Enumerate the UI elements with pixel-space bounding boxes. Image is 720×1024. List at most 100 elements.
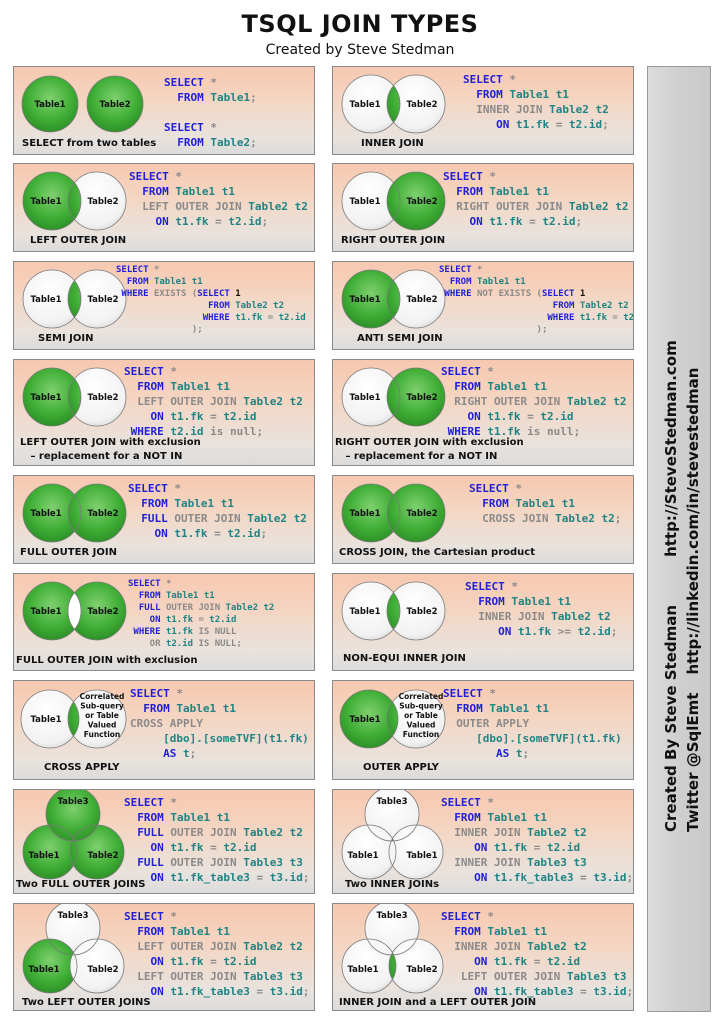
page-subtitle: Created by Steve Stedman — [265, 42, 455, 58]
code-line: LEFT OUTER JOIN Table2 t2 — [124, 394, 303, 409]
venn-label-table1: Table1 — [349, 197, 380, 207]
code-token: ); — [439, 325, 548, 335]
code-token: t2.id — [540, 410, 574, 423]
panel-caption: CROSS JOIN, the Cartesian product — [339, 547, 535, 558]
venn-table1-circle — [342, 825, 396, 879]
code-token: ; — [575, 215, 583, 228]
venn-diagram: Table1 Table2 — [341, 74, 446, 134]
code-token: t2.id — [228, 215, 262, 228]
sql-code: SELECT * FROM Table1 t1 RIGHT OUTER JOIN… — [441, 364, 626, 439]
panel-caption: FULL OUTER JOIN — [20, 547, 117, 558]
code-line: WHERE t1.fk = t2.id — [116, 312, 306, 324]
code-token: FROM — [116, 277, 154, 287]
code-token: ; — [302, 985, 310, 998]
code-line: FROM Table1 t1 — [439, 276, 633, 288]
code-line: RIGHT OUTER JOIN Table2 t2 — [443, 199, 628, 214]
panel-caption: LEFT OUTER JOIN with exclusion – replace… — [20, 437, 201, 462]
code-line: OR t2.id IS NULL; — [128, 638, 274, 650]
code-line: SELECT * — [441, 795, 633, 810]
sql-code: SELECT * FROM Table1 t1 WHERE NOT EXISTS… — [439, 264, 633, 336]
code-token: * — [509, 73, 516, 86]
code-token: SELECT — [441, 365, 488, 378]
code-token: WHERE — [128, 627, 166, 637]
venn-label-table1: Table1 — [347, 851, 378, 861]
code-token: = — [193, 615, 210, 625]
code-token: IS NULL — [193, 627, 237, 637]
venn-label-table1: Table1 — [349, 509, 380, 519]
venn-label-table1: Table1 — [30, 197, 61, 207]
code-token: t2.id — [577, 625, 611, 638]
code-token: ; — [610, 625, 618, 638]
code-token: t3.id — [593, 871, 627, 884]
code-token: INNER JOIN — [441, 940, 528, 953]
venn-table1-circle — [342, 368, 400, 426]
venn-table1-circle — [23, 582, 81, 640]
code-line — [164, 105, 257, 120]
code-token: FULL — [124, 856, 171, 869]
venn-label-tvf: Valued — [88, 721, 117, 730]
code-token: * — [511, 580, 518, 593]
code-token: is null; — [520, 425, 581, 438]
venn-table2-circle — [387, 368, 445, 426]
code-line: SELECT * — [164, 75, 257, 90]
panel-caption: INNER JOIN and a LEFT OUTER JOIN — [339, 997, 537, 1008]
venn-table1-circle — [23, 939, 77, 993]
venn-table1-circle — [340, 690, 398, 748]
code-token: = — [573, 985, 594, 998]
code-token: t1.fk — [235, 313, 263, 323]
code-line: SELECT * — [465, 579, 617, 594]
code-token: t1.fk — [165, 615, 194, 625]
code-token: SELECT — [164, 121, 211, 134]
code-token: FROM — [469, 497, 516, 510]
venn-table1-circle — [342, 75, 400, 133]
venn-label-table2: Table2 — [406, 509, 437, 519]
code-token: * — [153, 265, 160, 275]
code-line: ON t1.fk = t2.id; — [129, 214, 308, 229]
code-line: [dbo].[someTVF](t1.fk) — [443, 731, 622, 746]
code-token: FROM — [439, 301, 580, 311]
panel-inner-join: Table1 Table2 SELECT * FROM Table1 t1 INNE… — [332, 66, 634, 155]
code-token: SELECT — [128, 579, 166, 589]
code-token: FROM — [130, 702, 177, 715]
code-line: ON t1.fk = t2.id; — [443, 214, 628, 229]
code-line: ON t1.fk = t2.id; — [128, 526, 307, 541]
code-token: 1 — [579, 289, 586, 299]
venn-label-table2: Table2 — [87, 965, 118, 975]
code-token: * — [210, 76, 217, 89]
venn-label-table2: Table2 — [99, 100, 130, 110]
code-token: NOT EXISTS ( — [476, 289, 542, 299]
sidebar-twitter: Twitter @SqlEmt — [684, 692, 702, 832]
venn-table2-circle — [86, 75, 144, 133]
code-line: SELECT * — [441, 909, 633, 924]
code-line: FROM Table1 t1 — [441, 810, 633, 825]
code-token: SELECT — [130, 687, 177, 700]
venn-label-table1: Table1 — [349, 715, 380, 725]
code-token: WHERE — [116, 289, 154, 299]
code-token: * — [170, 796, 177, 809]
panel-cross-apply: Table1 Correlated Sub-query or Table Valued F… — [13, 680, 315, 780]
code-token: SELECT — [128, 482, 175, 495]
code-token: t1.fk — [489, 215, 523, 228]
venn-table2-circle — [387, 75, 445, 133]
code-line: SELECT * — [124, 795, 309, 810]
panel-caption: INNER JOIN — [361, 138, 424, 149]
code-token: LEFT OUTER JOIN — [124, 970, 244, 983]
panel-semi-join: Table1 Table2 SELECT * FROM Table1 t1 WHER… — [13, 261, 315, 350]
sidebar-line-1: Created By Steve Stedman http://SteveSted… — [662, 340, 680, 832]
code-token: Table2 t2 — [243, 826, 303, 839]
code-token: t3.id — [269, 871, 303, 884]
code-line: FROM Table1 t1 — [129, 184, 308, 199]
code-line: FROM Table1 t1 — [124, 379, 303, 394]
code-token: OR — [128, 639, 166, 649]
panel-caption: RIGHT OUTER JOIN with exclusion – replac… — [335, 437, 524, 462]
code-token: Table2 t2 — [555, 512, 615, 525]
code-token: [dbo].[someTVF](t1.fk) — [130, 732, 309, 745]
panel-right-outer-join: Table1 Table2 SELECT * FROM Table1 t1 RIGH… — [332, 163, 634, 252]
venn-label-table2: Table2 — [87, 607, 118, 617]
venn-label-table1: Table1 — [30, 393, 61, 403]
code-line: FROM Table1 t1 — [130, 701, 309, 716]
code-token: Table1 t1 — [153, 277, 203, 287]
code-token: Table1 t1 — [487, 380, 547, 393]
venn-diagram: Table1 Table2 — [22, 483, 127, 543]
venn-label-table1: Table1 — [30, 295, 61, 305]
